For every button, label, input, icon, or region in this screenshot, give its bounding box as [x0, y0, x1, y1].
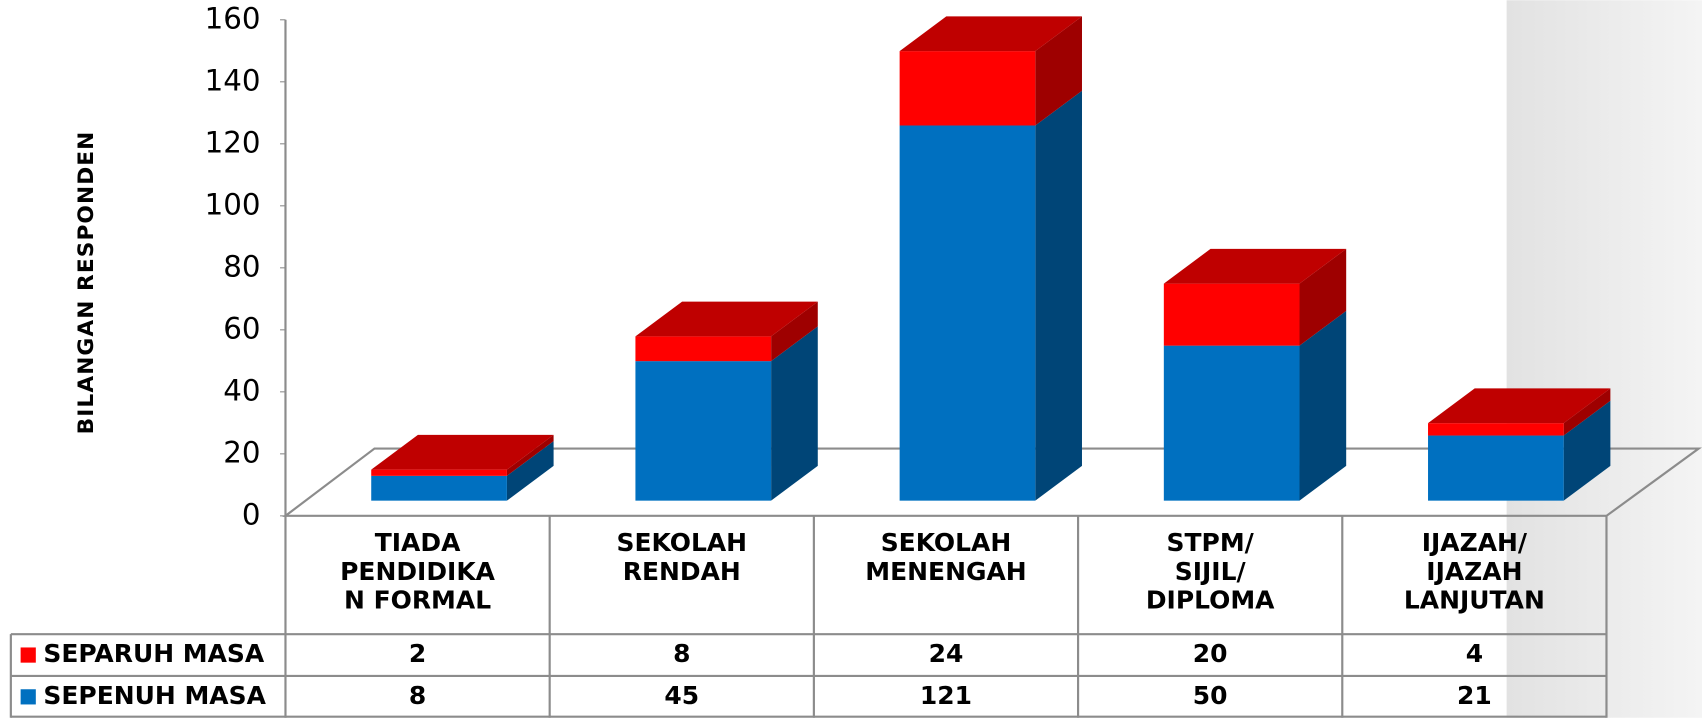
y-tick-label: 0	[242, 497, 261, 531]
y-tick-label: 80	[223, 249, 260, 283]
bar-top	[1428, 388, 1611, 424]
bar-side	[506, 441, 554, 501]
category-label: SEKOLAH MENENGAH	[865, 528, 1026, 586]
y-tick-label: 160	[205, 1, 261, 35]
legend-swatch	[20, 689, 36, 705]
y-tick-label: 100	[205, 187, 261, 221]
y-tick-label: 40	[223, 373, 260, 407]
bar	[635, 336, 772, 362]
bar-side	[1299, 248, 1347, 346]
bar-side	[506, 434, 554, 476]
bar-side	[1563, 388, 1611, 436]
category-label: STPM/SIJIL/DIPLOMA	[1146, 528, 1275, 614]
table-value: 20	[1193, 639, 1228, 668]
table-value: 21	[1457, 681, 1492, 710]
bar-top	[371, 434, 554, 470]
background-panel	[1506, 0, 1702, 718]
bar-side	[1035, 16, 1082, 126]
bar	[899, 51, 1036, 126]
category-label: IJAZAH/IJAZAH LANJUTAN	[1404, 528, 1545, 614]
y-tick-label: 120	[205, 125, 261, 159]
table-value: 8	[409, 681, 426, 710]
y-tick-label: 20	[223, 435, 260, 469]
bar-side	[771, 326, 818, 501]
legend-label: SEPARUH MASA	[43, 639, 264, 668]
table-value: 50	[1193, 681, 1228, 710]
bar	[899, 125, 1036, 501]
table-value: 8	[673, 639, 690, 668]
bar-side	[771, 301, 818, 362]
y-tick-label: 140	[205, 63, 261, 97]
bar	[1428, 423, 1564, 436]
table-value: 45	[664, 681, 699, 710]
bar-top	[899, 16, 1082, 52]
table-value: 121	[920, 681, 972, 710]
bar	[371, 475, 507, 501]
floor	[282, 447, 1702, 517]
y-tick-label: 60	[223, 311, 260, 345]
bar	[635, 361, 772, 501]
bar	[371, 469, 507, 476]
legend-swatch	[20, 647, 36, 663]
bar-top	[635, 301, 818, 337]
bar	[1163, 283, 1300, 346]
bar	[1428, 435, 1564, 501]
category-label: SEKOLAH RENDAH	[617, 528, 748, 586]
bar-top	[1163, 248, 1347, 284]
legend-label: SEPENUH MASA	[43, 681, 266, 710]
bar-side	[1299, 310, 1347, 501]
bar-side	[1563, 400, 1611, 501]
table-value: 2	[409, 639, 426, 668]
bar-side	[1035, 90, 1082, 501]
y-axis-title: BILANGAN RESPONDEN	[74, 131, 99, 435]
bar	[1163, 345, 1300, 501]
table-value: 4	[1466, 639, 1483, 668]
category-label: TIADA PENDIDIKA N FORMAL	[340, 528, 496, 614]
table-value: 24	[929, 639, 964, 668]
